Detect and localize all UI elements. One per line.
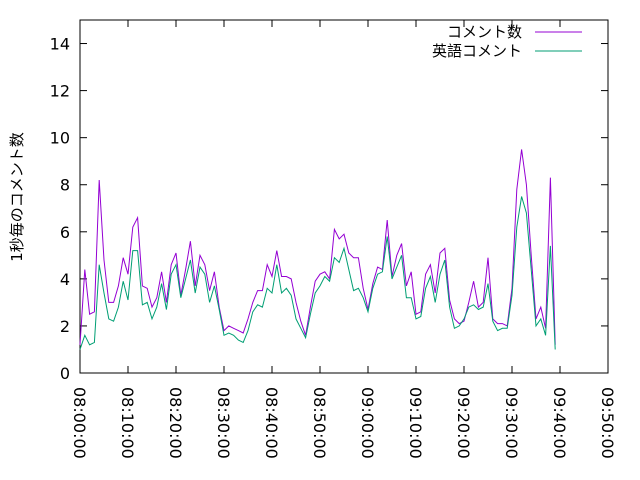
y-tick-label: 0: [60, 364, 70, 383]
plot-border: [79, 19, 609, 374]
x-tick-label: 09:20:00: [454, 387, 473, 459]
x-tick-label: 09:10:00: [406, 387, 425, 459]
x-tick-label: 09:50:00: [598, 387, 617, 459]
series-lines: [79, 149, 556, 350]
y-tick-label: 12: [50, 82, 70, 101]
x-tick-label: 09:40:00: [550, 387, 569, 459]
y-tick-label: 10: [50, 129, 70, 148]
y-tick-label: 14: [50, 35, 70, 54]
legend-label-comments: コメント数: [447, 23, 522, 41]
x-tick-label: 08:40:00: [262, 387, 281, 459]
series-line-english-comments: [79, 196, 556, 350]
x-tick-label: 08:50:00: [310, 387, 329, 459]
x-tick-label: 08:20:00: [166, 387, 185, 459]
legend-label-english-comments: 英語コメント: [432, 42, 522, 60]
y-axis-ticks: 0 2 4 6 8 10 12 14: [50, 35, 608, 383]
x-tick-label: 08:00:00: [70, 387, 89, 459]
x-tick-label: 08:30:00: [214, 387, 233, 459]
x-tick-label: 08:10:00: [118, 387, 137, 459]
y-tick-label: 2: [60, 317, 70, 336]
y-axis-title: 1秒毎のコメント数: [8, 132, 26, 262]
series-line-comments: [79, 149, 556, 345]
plot-frame: [79, 19, 609, 374]
y-tick-label: 8: [60, 176, 70, 195]
y-tick-label: 4: [60, 270, 70, 289]
x-tick-label: 09:00:00: [358, 387, 377, 459]
y-tick-label: 6: [60, 223, 70, 242]
x-tick-label: 09:30:00: [502, 387, 521, 459]
x-axis-ticks: 08:00:00 08:10:00 08:20:00 08:30:00 08:40:00…: [70, 20, 617, 459]
